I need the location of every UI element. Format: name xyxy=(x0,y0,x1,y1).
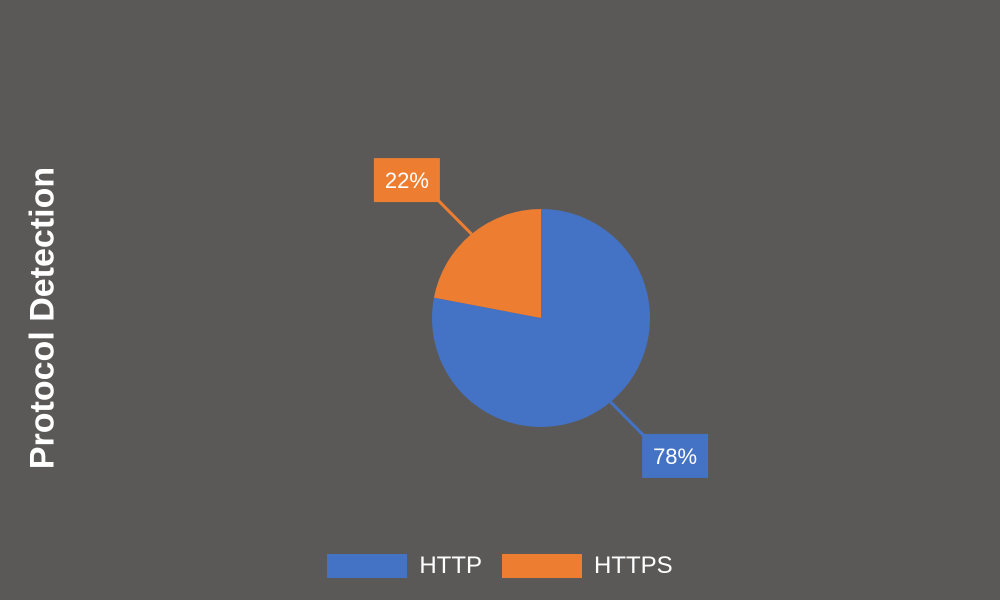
data-label-box-http xyxy=(642,433,709,478)
legend-item-https[interactable]: HTTPS xyxy=(502,552,673,580)
legend-label-https: HTTPS xyxy=(594,552,673,579)
legend-swatch-http xyxy=(327,554,408,578)
pie-slice-http[interactable] xyxy=(431,209,650,428)
legend-item-http[interactable]: HTTP xyxy=(327,552,482,580)
data-label-http: 78% xyxy=(653,444,697,469)
data-label-box-https xyxy=(373,158,440,203)
legend-label-http: HTTP xyxy=(419,552,482,579)
legend: HTTP HTTPS xyxy=(0,552,1000,580)
leader-line-https xyxy=(436,199,473,236)
data-label-https: 22% xyxy=(385,168,429,193)
leader-line-http xyxy=(609,400,646,437)
pie-slice-https[interactable] xyxy=(433,209,541,318)
legend-swatch-https xyxy=(502,554,582,578)
